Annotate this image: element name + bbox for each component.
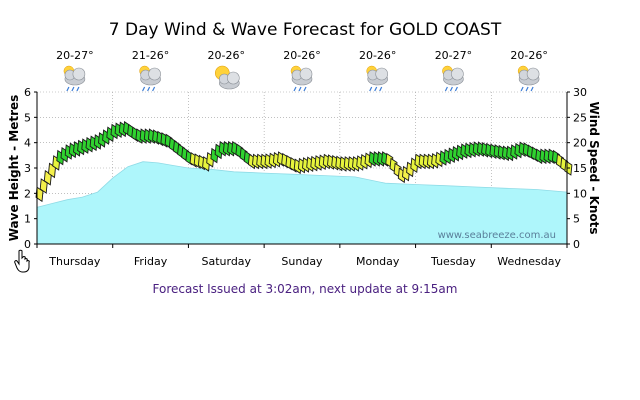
y2-tick-label: 5 — [573, 213, 580, 226]
temp-range-label: 20-26° — [510, 49, 547, 62]
temp-range-label: 20-26° — [283, 49, 320, 62]
y-tick-label: 4 — [24, 137, 31, 150]
day-label: Saturday — [201, 255, 251, 268]
day-label: Thursday — [48, 255, 101, 268]
y-tick-label: 6 — [24, 86, 31, 99]
storm-cloud-icon — [139, 65, 161, 92]
watermark: www.seabreeze.com.au — [438, 230, 556, 241]
temp-range-label: 20-27° — [435, 49, 472, 62]
y2-tick-label: 10 — [573, 187, 587, 200]
storm-cloud-icon — [517, 65, 540, 92]
y-tick-label: 0 — [24, 238, 31, 251]
y2-tick-label: 25 — [573, 111, 587, 124]
day-label: Friday — [134, 255, 168, 268]
storm-cloud-icon — [63, 65, 86, 92]
day-label: Sunday — [281, 255, 323, 268]
y2-tick-label: 0 — [573, 238, 580, 251]
day-label: Monday — [356, 255, 400, 268]
y2-tick-label: 30 — [573, 86, 587, 99]
wave-height-area — [36, 161, 568, 245]
temp-range-label: 21-26° — [132, 49, 169, 62]
forecast-issued-text: Forecast Issued at 3:02am, next update a… — [152, 282, 458, 296]
y-axis-label: Wave Height - Metres — [7, 95, 21, 242]
day-label: Wednesday — [497, 255, 561, 268]
partly-cloudy-icon — [215, 65, 240, 90]
temp-range-label: 20-26° — [208, 49, 245, 62]
storm-cloud-icon — [366, 65, 389, 92]
y2-tick-label: 20 — [573, 137, 587, 150]
storm-cloud-icon — [290, 65, 313, 92]
hand-cursor-icon — [14, 249, 30, 273]
y-tick-label: 3 — [24, 162, 31, 175]
storm-cloud-icon — [442, 65, 464, 92]
y-tick-label: 5 — [24, 111, 31, 124]
day-label: Tuesday — [430, 255, 476, 268]
y2-tick-label: 15 — [573, 162, 587, 175]
y-tick-label: 2 — [24, 187, 31, 200]
y-tick-label: 1 — [24, 213, 31, 226]
chart-title: 7 Day Wind & Wave Forecast for GOLD COAS… — [108, 20, 502, 40]
temp-range-label: 20-26° — [359, 49, 396, 62]
temp-range-label: 20-27° — [56, 49, 93, 62]
y2-axis-label: Wind Speed - Knots — [587, 101, 601, 234]
